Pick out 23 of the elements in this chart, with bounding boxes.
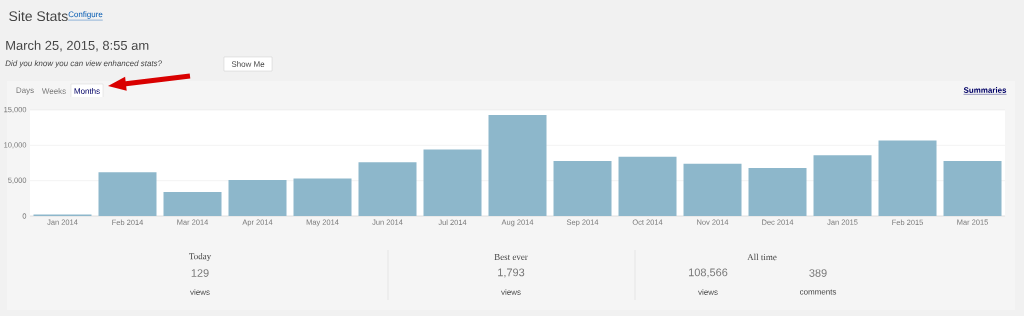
text: March 25, 2015, 8:55 am — [6, 40, 149, 52]
bar — [748, 167, 807, 216]
bar — [228, 179, 287, 216]
bar — [98, 172, 157, 216]
bar — [488, 114, 547, 216]
bar — [358, 162, 417, 216]
bar — [943, 160, 1002, 216]
bar — [813, 155, 872, 216]
text: All time — [747, 253, 777, 261]
bar — [618, 156, 677, 216]
text: 129 — [191, 269, 209, 277]
bar — [423, 149, 482, 216]
text: Best ever — [494, 254, 528, 260]
text: 108,566 — [689, 268, 728, 278]
bar — [683, 163, 742, 216]
bar — [878, 140, 937, 216]
text: 1,793 — [498, 268, 525, 278]
text: Today — [189, 252, 212, 262]
chart-title: Site Stats — [9, 10, 68, 22]
bar — [293, 178, 352, 216]
bar — [553, 160, 612, 216]
text: 389 — [809, 269, 827, 277]
bar — [163, 191, 222, 216]
